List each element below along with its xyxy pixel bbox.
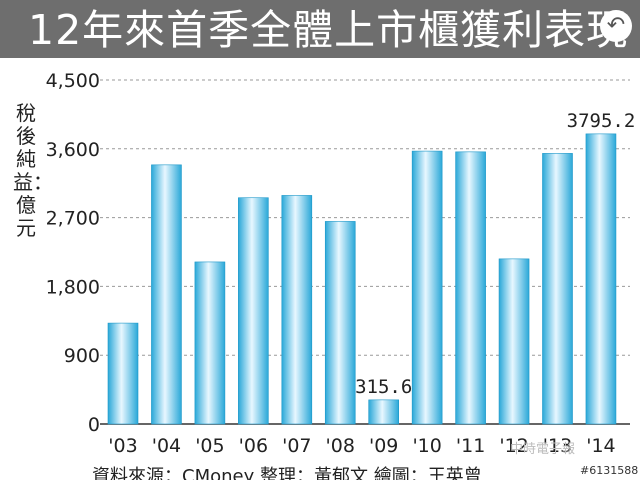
bar (585, 133, 617, 425)
x-tick-label: '05 (195, 435, 224, 457)
x-tick-label: '06 (239, 435, 268, 457)
bar (498, 258, 530, 425)
x-tick-label: '14 (586, 435, 615, 457)
data-label: 3795.2 (567, 110, 636, 132)
data-label: 315.6 (355, 376, 412, 398)
x-tick-label: '08 (326, 435, 355, 457)
y-tick-label: 2,700 (46, 208, 100, 230)
x-tick-label: '10 (412, 435, 441, 457)
title-bar: 12年來首季全體上市櫃獲利表現 ↶ (0, 0, 640, 58)
y-tick-label: 4,500 (46, 70, 100, 92)
bar (151, 164, 182, 425)
x-tick-label: '13 (543, 435, 572, 457)
bar (542, 153, 573, 425)
bar (368, 399, 400, 425)
y-tick-label: 900 (64, 345, 100, 367)
y-tick-label: 3,600 (46, 139, 100, 161)
x-tick-label: '04 (152, 435, 181, 457)
bar (411, 150, 443, 425)
source-credit: 資料來源：CMoney 整理：黃郁文 繪圖：王英曾 (92, 466, 482, 480)
bar (281, 195, 313, 425)
bar (324, 221, 356, 425)
bar (107, 322, 139, 425)
x-tick-label: '09 (369, 435, 398, 457)
bar (238, 197, 269, 425)
x-tick-label: '07 (282, 435, 311, 457)
y-tick-label: 0 (88, 414, 100, 436)
chart-title: 12年來首季全體上市櫃獲利表現 (28, 6, 629, 54)
back-arrow-icon[interactable]: ↶ (600, 10, 632, 42)
x-tick-label: '12 (499, 435, 528, 457)
watermark-text: 中時電子報 (510, 442, 576, 457)
x-tick-label: '11 (456, 435, 485, 457)
x-tick-label: '03 (108, 435, 137, 457)
bar (194, 261, 226, 425)
bar (455, 151, 486, 425)
photo-id-label: #6131588 (580, 464, 639, 477)
y-tick-label: 1,800 (46, 276, 100, 298)
